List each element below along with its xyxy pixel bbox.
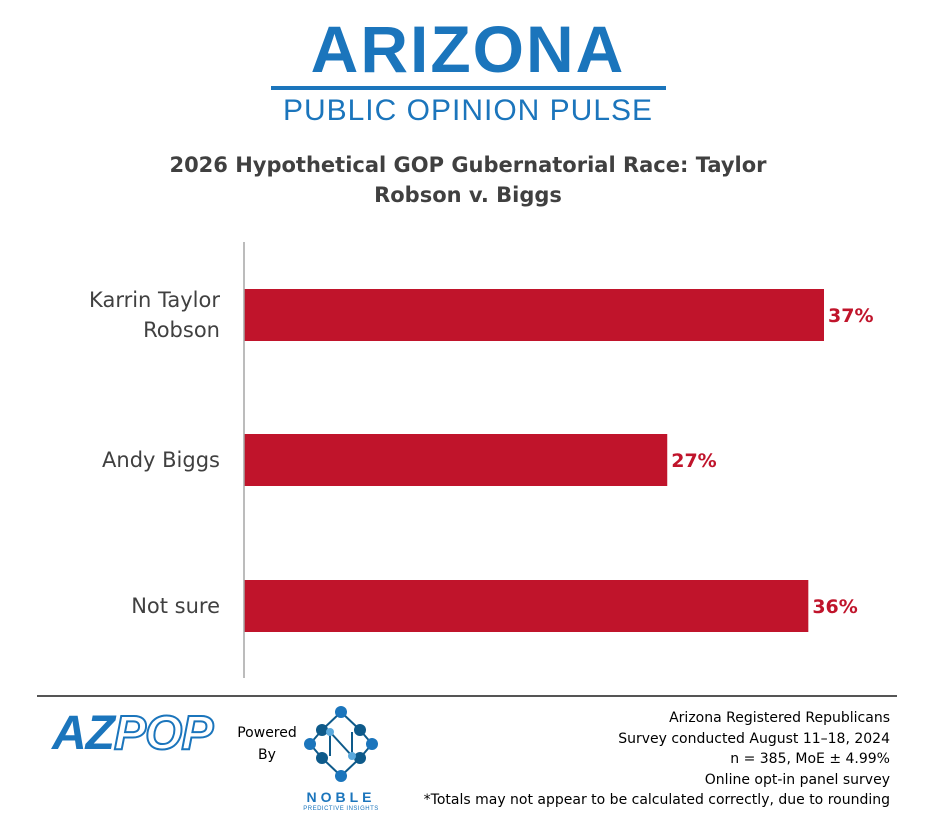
- azpop-logo-pop: POP: [113, 707, 214, 761]
- arizona-pop-logo: ARIZONA PUBLIC OPINION PULSE: [0, 14, 936, 128]
- logo-title: ARIZONA: [310, 12, 626, 86]
- powered-by-text: Powered By: [232, 722, 302, 766]
- note-method: Online opt-in panel survey: [704, 771, 890, 788]
- logo-rule: [270, 86, 666, 90]
- bar-2: [244, 580, 809, 632]
- azpop-logo-az: AZ: [52, 707, 115, 760]
- note-dates: Survey conducted August 11–18, 2024: [618, 730, 890, 747]
- category-label-0-line-0: Karrin Taylor: [89, 288, 220, 312]
- chart-title-line-2: Robson v. Biggs: [374, 183, 562, 207]
- value-label-1: 27%: [671, 450, 716, 472]
- note-sample: n = 385, MoE ± 4.99%: [730, 751, 890, 767]
- category-label-1: Andy Biggs: [102, 448, 220, 472]
- value-label-0: 37%: [828, 305, 873, 327]
- powered-by-line-1: Powered: [237, 725, 297, 741]
- footer-divider: [37, 695, 897, 697]
- noble-network-icon: [304, 706, 378, 782]
- value-label-2: 36%: [812, 596, 857, 618]
- noble-tagline: PREDICTIVE INSIGHTS: [303, 806, 379, 812]
- chart-title: 2026 Hypothetical GOP Gubernatorial Race…: [118, 150, 818, 210]
- chart-title-line-1: 2026 Hypothetical GOP Gubernatorial Race…: [169, 153, 767, 177]
- bar-1: [244, 434, 668, 486]
- bar-0: [244, 289, 824, 341]
- bar-chart: 37% Karrin Taylor Robson 27% Andy Biggs 36% No…: [89, 242, 873, 678]
- azpop-logo: AZPOP: [52, 707, 214, 761]
- category-label-2: Not sure: [131, 594, 220, 618]
- logo-subtitle: PUBLIC OPINION PULSE: [282, 94, 654, 127]
- note-rounding: *Totals may not appear to be calculated …: [423, 792, 890, 808]
- note-population: Arizona Registered Republicans: [669, 710, 890, 726]
- survey-notes: Arizona Registered Republicans Survey co…: [424, 708, 890, 811]
- category-label-0-line-1: Robson: [143, 318, 220, 342]
- noble-wordmark: NOBLE: [306, 789, 376, 805]
- powered-by-line-2: By: [258, 747, 276, 763]
